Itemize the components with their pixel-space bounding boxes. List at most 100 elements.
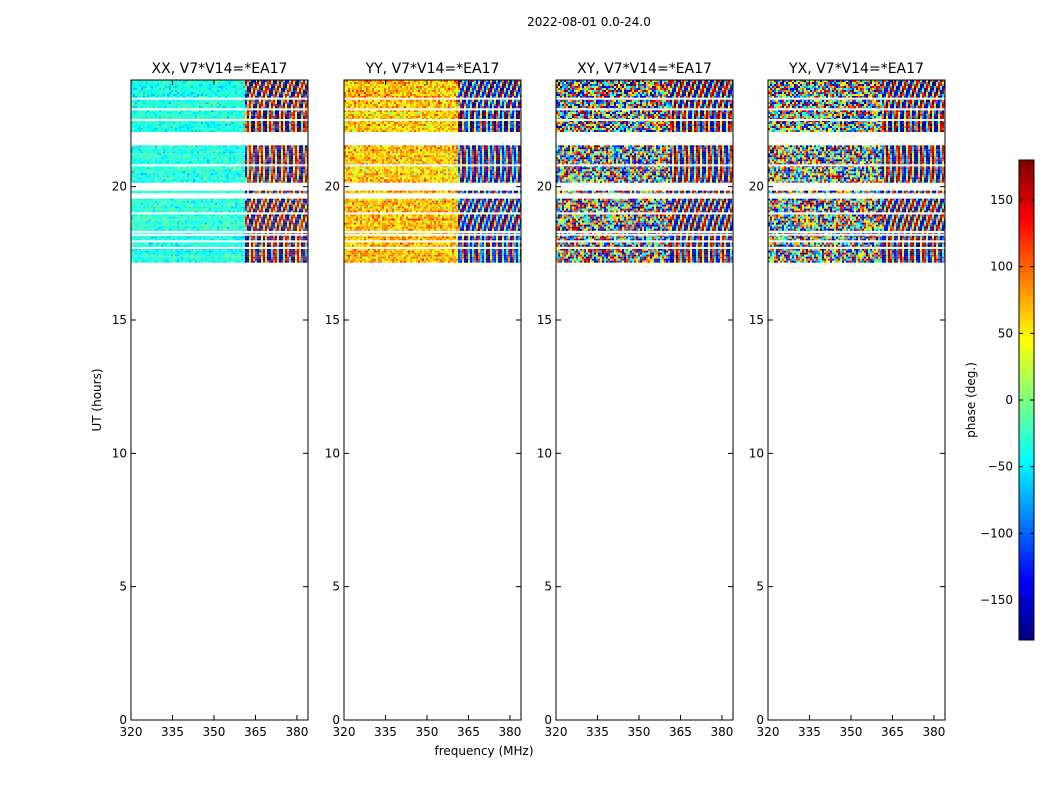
heatmap-cell	[159, 153, 161, 155]
heatmap-cell	[231, 193, 233, 194]
heatmap-cell	[213, 245, 215, 247]
heatmap-cell	[267, 221, 269, 223]
heatmap-cell	[207, 161, 209, 163]
heatmap-cell	[293, 217, 295, 219]
heatmap-cell	[155, 161, 157, 163]
heatmap-cell	[241, 145, 243, 147]
heatmap-cell	[263, 237, 265, 239]
heatmap-cell	[209, 171, 211, 173]
heatmap-cell	[249, 237, 251, 239]
heatmap-cell	[303, 145, 305, 147]
heatmap-cell	[159, 199, 161, 201]
heatmap-cell	[241, 219, 243, 221]
heatmap-cell	[213, 199, 215, 201]
heatmap-cell	[225, 203, 227, 205]
heatmap-cell	[193, 179, 195, 181]
heatmap-cell	[239, 145, 241, 147]
heatmap-cell	[177, 153, 179, 155]
heatmap-cell	[171, 259, 173, 261]
heatmap-cell	[235, 217, 237, 219]
heatmap-cell	[199, 199, 201, 201]
heatmap-cell	[217, 82, 219, 84]
heatmap-cell	[153, 155, 155, 157]
heatmap-cell	[305, 173, 307, 175]
heatmap-cell	[193, 177, 195, 179]
heatmap-cell	[177, 181, 179, 182]
heatmap-cell	[301, 171, 303, 173]
heatmap-cell	[215, 255, 217, 257]
heatmap-cell	[133, 145, 135, 147]
heatmap-cell	[155, 147, 157, 149]
heatmap-cell	[147, 203, 149, 205]
heatmap-cell	[265, 219, 267, 221]
heatmap-cell	[199, 169, 201, 171]
heatmap-cell	[141, 219, 143, 221]
heatmap-cell	[221, 161, 223, 163]
heatmap-cell	[295, 237, 297, 239]
heatmap-cell	[201, 255, 203, 257]
heatmap-cell	[247, 257, 249, 259]
heatmap-cell	[181, 191, 183, 193]
heatmap-cell	[161, 181, 163, 182]
heatmap-cell	[295, 145, 297, 147]
heatmap-cell	[133, 84, 135, 86]
heatmap-cell	[159, 179, 161, 181]
heatmap-cell	[297, 259, 299, 261]
heatmap-cell	[295, 201, 297, 203]
heatmap-cell	[191, 169, 193, 171]
heatmap-cell	[185, 193, 187, 194]
heatmap-cell	[187, 209, 189, 211]
heatmap-cell	[291, 147, 293, 149]
heatmap-cell	[145, 259, 147, 261]
heatmap-cell	[293, 82, 295, 84]
heatmap-cell	[153, 227, 155, 229]
heatmap-cell	[143, 243, 145, 245]
heatmap-cell	[175, 257, 177, 259]
heatmap-cell	[271, 177, 273, 179]
heatmap-cell	[239, 193, 241, 194]
heatmap-cell	[145, 255, 147, 257]
heatmap-cell	[251, 153, 253, 155]
heatmap-cell	[217, 201, 219, 203]
heatmap-cell	[303, 215, 305, 217]
heatmap-cell	[297, 227, 299, 229]
heatmap-cell	[179, 161, 181, 163]
heatmap-cell	[177, 217, 179, 219]
heatmap-cell	[283, 251, 285, 253]
heatmap-cell	[197, 181, 199, 182]
heatmap-cell	[233, 209, 235, 211]
heatmap-cell	[281, 149, 283, 151]
heatmap-cell	[239, 215, 241, 217]
heatmap-cell	[229, 169, 231, 171]
heatmap-cell	[197, 171, 199, 173]
heatmap-cell	[291, 151, 293, 153]
heatmap-cell	[281, 161, 283, 163]
heatmap-cell	[229, 245, 231, 247]
heatmap-cell	[241, 173, 243, 175]
heatmap-cell	[147, 245, 149, 247]
heatmap-cell	[219, 221, 221, 223]
heatmap-cell	[245, 227, 247, 229]
heatmap-cell	[157, 203, 159, 205]
heatmap-cell	[267, 243, 269, 245]
heatmap-cell	[237, 203, 239, 205]
heatmap-cell	[305, 237, 307, 239]
heatmap-cell	[231, 191, 233, 193]
heatmap-cell	[235, 203, 237, 205]
heatmap-cell	[195, 145, 197, 147]
heatmap-cell	[233, 145, 235, 147]
heatmap-cell	[275, 175, 277, 177]
heatmap-cell	[253, 147, 255, 149]
heatmap-cell	[271, 205, 273, 207]
heatmap-cell	[247, 193, 249, 194]
heatmap-cell	[145, 203, 147, 205]
heatmap-cell	[241, 169, 243, 171]
heatmap-cell	[283, 161, 285, 163]
heatmap-cell	[287, 209, 289, 211]
heatmap-cell	[195, 223, 197, 225]
heatmap-cell	[183, 251, 185, 253]
heatmap-cell	[273, 155, 275, 157]
heatmap-cell	[281, 155, 283, 157]
heatmap-cell	[295, 151, 297, 153]
heatmap-cell	[283, 225, 285, 227]
